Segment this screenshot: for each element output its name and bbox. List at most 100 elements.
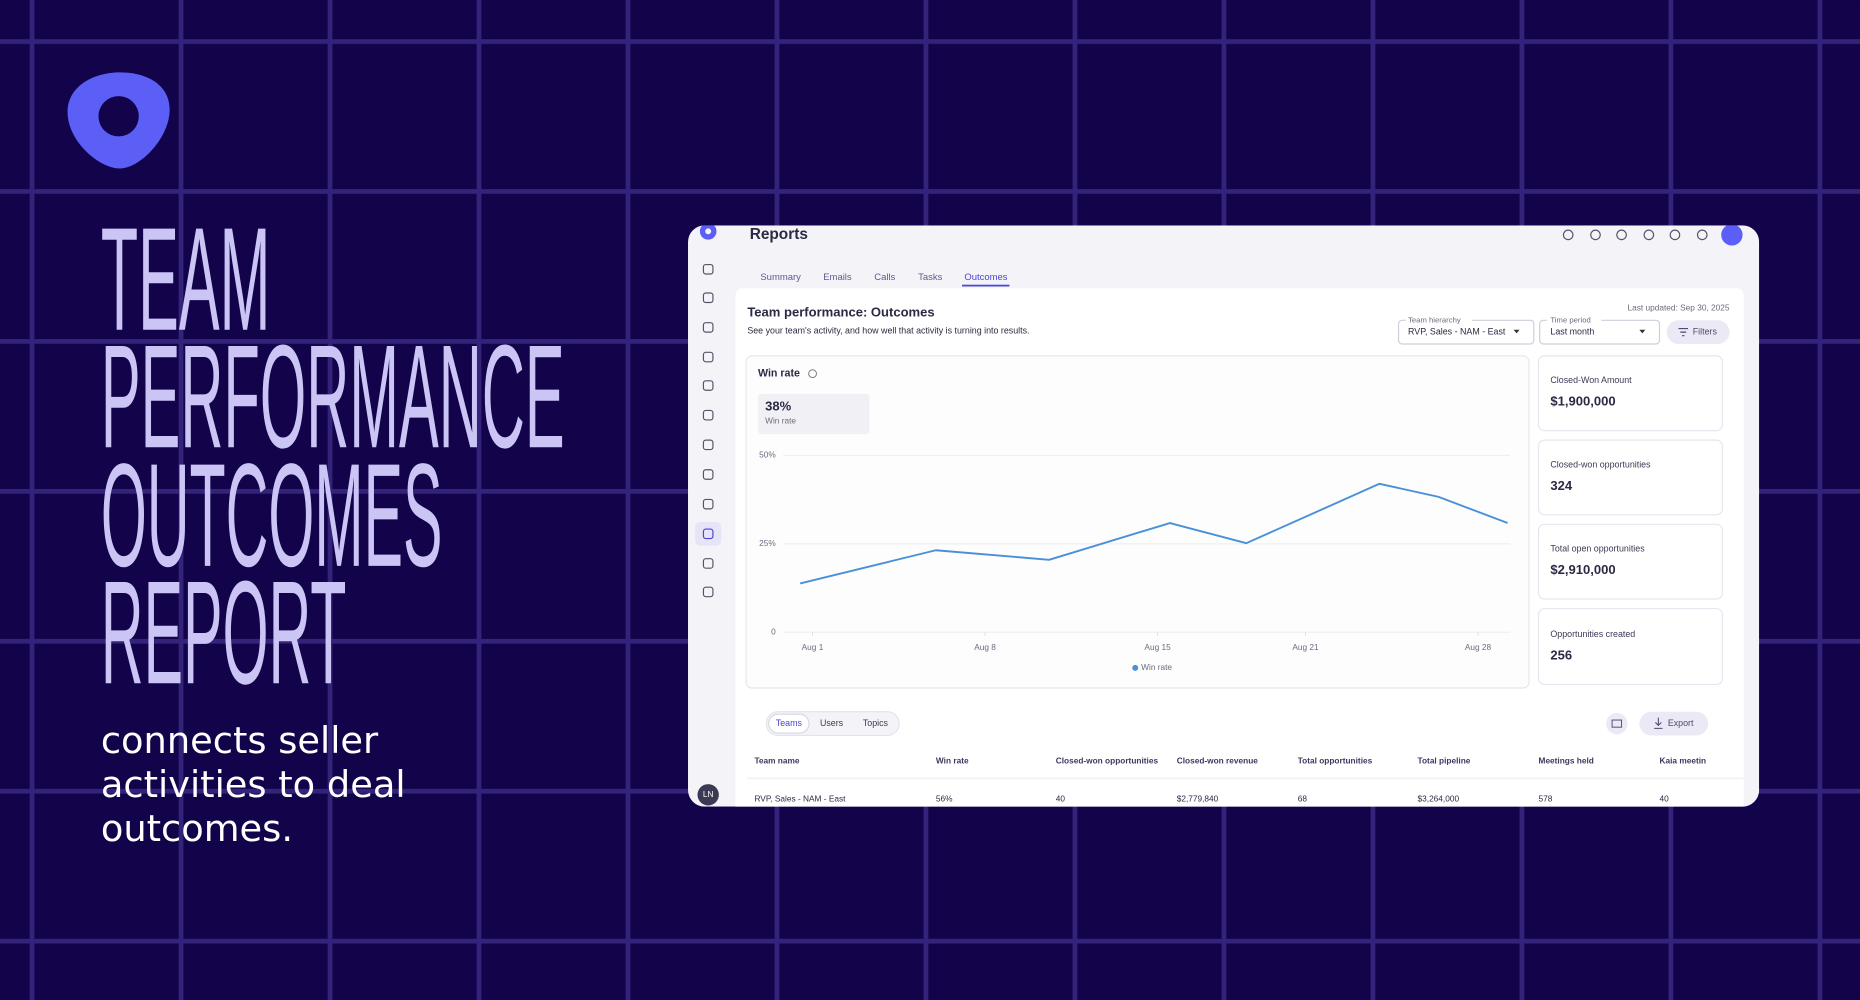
headline: TEAM [101, 198, 271, 362]
y-tick-label: 25% [759, 538, 776, 548]
filters-button-label: Filters [1693, 326, 1718, 336]
table-cell: 578 [1539, 794, 1553, 804]
kpi-value: $1,900,000 [1550, 394, 1615, 409]
nav-icon[interactable] [702, 439, 714, 451]
subtitle: connects seller [101, 719, 379, 762]
x-tick-label: Aug 21 [1292, 642, 1319, 652]
app-screenshot: Reports Summary Emails Calls Tasks Outco… [688, 224, 1760, 807]
nav-icon[interactable] [702, 292, 714, 304]
info-icon[interactable] [808, 369, 817, 379]
chart-kpi-value: 38% [765, 398, 791, 413]
toolbar-icon[interactable] [1616, 229, 1627, 241]
chart-kpi-label: Win rate [765, 415, 796, 425]
nav-icon[interactable] [702, 263, 714, 275]
x-tick-label: Aug 8 [974, 642, 996, 652]
export-button[interactable] [1639, 711, 1709, 736]
table-cell: 40 [1660, 794, 1670, 804]
column-header: Total opportunities [1298, 756, 1373, 766]
avatar-initials: LN [703, 789, 714, 799]
nav-icon[interactable] [702, 528, 714, 540]
kpi-value: 324 [1550, 478, 1572, 493]
column-header: Kaia meetin [1660, 756, 1707, 766]
avatar[interactable] [697, 784, 719, 806]
x-tick-label: Aug 15 [1144, 642, 1171, 652]
kpi-card [1537, 439, 1723, 516]
toolbar-icon[interactable] [1590, 229, 1601, 241]
nav-icon[interactable] [702, 558, 714, 569]
toolbar-icon[interactable] [1669, 229, 1681, 241]
table-cell: RVP, Sales - NAM - East [754, 794, 846, 804]
nav-icon[interactable] [702, 351, 714, 363]
nav-icon[interactable] [702, 409, 714, 421]
nav-icon[interactable] [702, 586, 714, 598]
table-tab[interactable]: Teams [776, 718, 803, 728]
column-header: Team name [754, 756, 799, 766]
line-series [799, 482, 1508, 585]
chart-card [745, 355, 1530, 689]
y-tick-label: 50% [759, 450, 776, 460]
nav-active-bg [695, 521, 722, 546]
table-tab-active-bg [768, 713, 810, 734]
kpi-value: 256 [1550, 647, 1572, 662]
table-tab[interactable]: Topics [863, 718, 889, 728]
tab[interactable]: Emails [823, 272, 852, 283]
tab-active[interactable]: Outcomes [964, 272, 1007, 283]
last-updated: Last updated: Sep 30, 2025 [1628, 303, 1730, 313]
toolbar-icon[interactable] [1696, 229, 1708, 241]
chart-title: Win rate [758, 367, 800, 379]
page-title: Reports [750, 226, 808, 243]
column-header: Closed-won revenue [1177, 756, 1259, 766]
columns-button[interactable] [1606, 712, 1628, 735]
kpi-card [1537, 523, 1723, 600]
dropdown-label: Team hierarchy [1408, 315, 1461, 324]
caret [1513, 329, 1520, 334]
caret [1639, 329, 1646, 334]
tab[interactable]: Calls [874, 272, 895, 283]
toolbar-icon[interactable] [1643, 229, 1655, 241]
filter-icon [1678, 327, 1688, 337]
report-title: Team performance: Outcomes [747, 305, 934, 320]
subtitle: activities to deal [101, 763, 406, 806]
table-cell: 56% [936, 794, 953, 804]
y-tick-label: 0 [771, 626, 776, 636]
kpi-card [1537, 607, 1723, 686]
x-tick-label: Aug 28 [1465, 642, 1492, 652]
toolbar-icon[interactable] [1562, 229, 1574, 241]
subtitle: outcomes. [101, 807, 293, 850]
tab-underline [962, 284, 1010, 287]
table-cell: $3,264,000 [1418, 794, 1460, 804]
nav-icon[interactable] [702, 322, 714, 333]
dropdown-value: Last month [1550, 326, 1594, 336]
action-button[interactable] [1721, 224, 1743, 246]
kpi-card [1537, 355, 1723, 432]
dropdown-label: Time period [1550, 315, 1590, 324]
column-header: Meetings held [1539, 756, 1594, 766]
dropdown-label-bg [1405, 315, 1473, 326]
export-label: Export [1668, 718, 1694, 728]
chart-kpi [757, 393, 870, 435]
filters-button[interactable] [1666, 320, 1730, 345]
report-description: See your team's activity, and how well t… [747, 325, 1029, 335]
table-cell: 68 [1298, 794, 1308, 804]
dropdown-label-bg [1546, 315, 1602, 326]
kpi-label: Closed-Won Amount [1550, 375, 1632, 385]
column-header: Win rate [936, 756, 969, 766]
headline: PERFORMANCE [101, 315, 565, 479]
column-header: Closed-won opportunities [1056, 756, 1159, 766]
table-cell: 40 [1056, 794, 1066, 804]
kpi-label: Closed-won opportunities [1550, 459, 1651, 469]
nav-icon[interactable] [702, 498, 714, 510]
table-tab[interactable]: Users [820, 718, 844, 728]
headline: OUTCOMES [101, 434, 443, 598]
table-cell: $2,779,840 [1177, 794, 1219, 804]
legend-marker [1132, 664, 1139, 671]
columns-icon [1611, 719, 1623, 728]
dropdown-value: RVP, Sales - NAM - East [1408, 326, 1506, 336]
x-tick-label: Aug 1 [802, 642, 824, 652]
tab[interactable]: Tasks [918, 272, 942, 283]
tab[interactable]: Summary [760, 272, 801, 283]
nav-icon[interactable] [702, 380, 714, 391]
nav-icon[interactable] [702, 469, 714, 480]
